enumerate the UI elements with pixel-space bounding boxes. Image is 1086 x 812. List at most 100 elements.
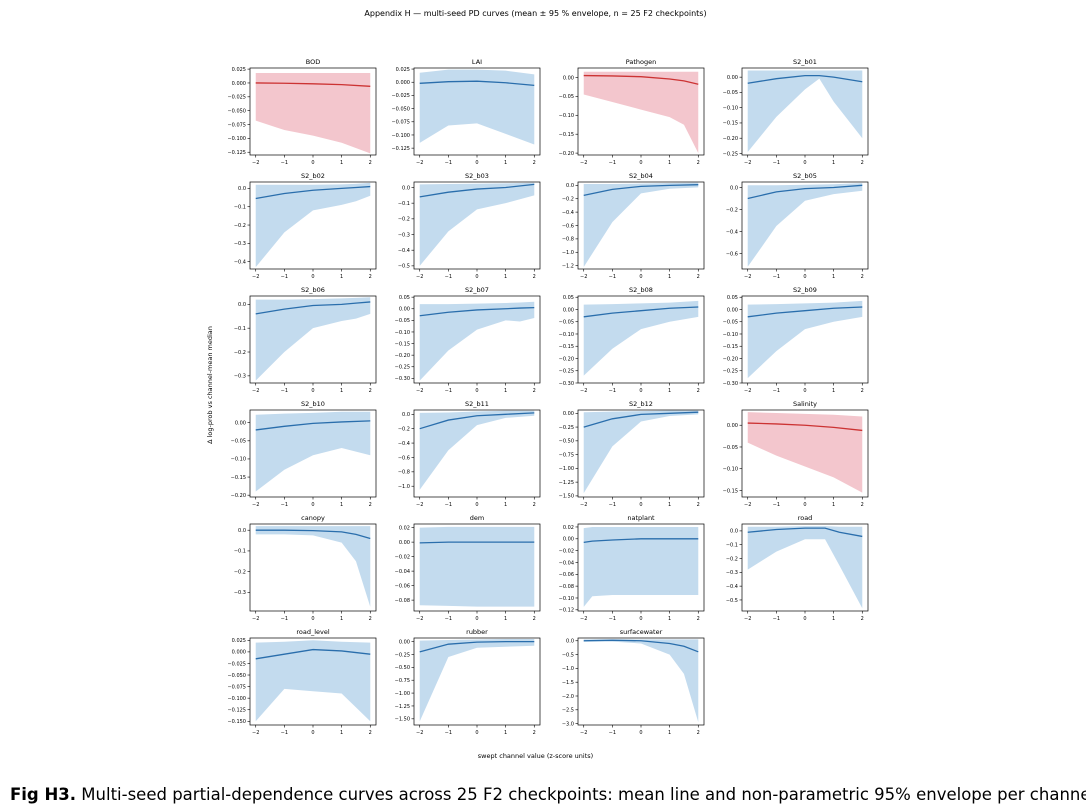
y-tick-label-BOD: −0.100 xyxy=(227,136,246,142)
y-tick-label-surfacewater: −2.0 xyxy=(562,694,574,700)
y-tick-label-LAI: −0.050 xyxy=(391,106,410,112)
y-tick-label-S2_b04: −0.2 xyxy=(562,197,574,203)
y-tick-label-S2_b03: −0.4 xyxy=(398,248,410,254)
x-tick-label-S2_b08: 0 xyxy=(639,388,642,394)
y-tick-label-S2_b12: −0.25 xyxy=(559,425,574,431)
y-tick-label-surfacewater: −3.0 xyxy=(562,721,574,727)
subplot-dem: dem −2 −1 0 1 2 0.02 0.00 −0.02 −0.04 −0.06 −0.08 xyxy=(395,514,541,622)
x-tick-label-S2_b05: 0 xyxy=(803,274,806,280)
y-tick-label-surfacewater: 0.0 xyxy=(566,639,574,645)
subplot-title-S2_b06: S2_b06 xyxy=(301,286,325,294)
y-tick-label-S2_b11: −0.6 xyxy=(398,455,410,461)
y-tick-label-canopy: 0.0 xyxy=(238,528,246,534)
y-tick-label-S2_b04: −0.4 xyxy=(562,210,574,216)
y-tick-label-S2_b12: −0.75 xyxy=(559,452,574,458)
y-tick-label-S2_b10: −0.15 xyxy=(231,475,246,481)
mean-line-road xyxy=(747,527,863,538)
x-tick-label-dem: 2 xyxy=(533,616,536,622)
y-tick-label-rubber: −0.75 xyxy=(395,678,410,684)
x-tick-label-S2_b11: −1 xyxy=(445,502,452,508)
y-tick-label-S2_b01: −0.20 xyxy=(723,136,738,142)
y-tick-label-rubber: −1.50 xyxy=(395,717,410,723)
mean-line-S2_b10 xyxy=(255,420,371,431)
subplot-S2_b12: S2_b12 −2 −1 0 1 2 0.00 −0.25 −0.50 −0.75 −1.00 −1.… xyxy=(559,400,705,508)
x-tick-label-S2_b03: −1 xyxy=(445,274,452,280)
envelope-rubber xyxy=(419,639,535,722)
y-tick-label-S2_b09: 0.00 xyxy=(727,307,738,313)
x-tick-label-rubber: 1 xyxy=(504,730,507,736)
x-tick-label-S2_b10: −2 xyxy=(252,502,259,508)
y-tick-label-S2_b05: −0.6 xyxy=(726,251,738,257)
y-tick-label-S2_b07: −0.15 xyxy=(395,341,410,347)
x-tick-label-S2_b06: 0 xyxy=(311,388,314,394)
caption-text: Multi-seed partial-dependence curves acr… xyxy=(76,785,1086,804)
y-tick-label-S2_b07: −0.25 xyxy=(395,365,410,371)
y-tick-label-S2_b11: −0.8 xyxy=(398,470,410,476)
x-tick-label-Pathogen: 0 xyxy=(639,160,642,166)
y-tick-label-S2_b10: −0.10 xyxy=(231,457,246,463)
x-tick-label-LAI: −2 xyxy=(416,160,423,166)
subplot-title-LAI: LAI xyxy=(472,58,482,66)
subplot-S2_b03: S2_b03 −2 −1 0 1 2 0.0 −0.1 −0.2 −0.3 −0.4 −0.5 xyxy=(398,172,541,280)
y-tick-label-S2_b02: −0.3 xyxy=(234,241,246,247)
y-tick-label-LAI: −0.100 xyxy=(391,133,410,139)
subplot-title-rubber: rubber xyxy=(466,628,488,636)
subplot-title-surfacewater: surfacewater xyxy=(620,628,663,636)
subplot-title-road: road xyxy=(798,514,813,522)
x-tick-label-S2_b10: 1 xyxy=(340,502,343,508)
x-tick-label-S2_b07: −1 xyxy=(445,388,452,394)
caption-label: Fig H3. xyxy=(10,785,77,804)
subplot-title-S2_b07: S2_b07 xyxy=(465,286,489,294)
mean-line-Pathogen xyxy=(583,74,699,85)
x-tick-label-BOD: 0 xyxy=(311,160,314,166)
y-tick-label-LAI: −0.125 xyxy=(391,146,410,152)
x-tick-label-natplant: −1 xyxy=(609,616,616,622)
envelope-S2_b10 xyxy=(255,411,371,492)
y-tick-label-S2_b12: −1.50 xyxy=(559,494,574,500)
x-tick-label-S2_b10: 2 xyxy=(369,502,372,508)
y-tick-label-S2_b08: −0.30 xyxy=(559,381,574,387)
y-tick-label-S2_b01: −0.10 xyxy=(723,105,738,111)
envelope-S2_b07 xyxy=(419,301,535,381)
x-tick-label-road_level: −2 xyxy=(252,730,259,736)
x-tick-label-rubber: 0 xyxy=(475,730,478,736)
x-tick-label-natplant: 1 xyxy=(668,616,671,622)
y-tick-label-surfacewater: −0.5 xyxy=(562,652,574,658)
y-tick-label-S2_b08: −0.10 xyxy=(559,332,574,338)
y-tick-label-S2_b09: −0.25 xyxy=(723,369,738,375)
x-tick-label-S2_b12: 2 xyxy=(697,502,700,508)
envelope-LAI xyxy=(419,69,535,145)
x-tick-label-S2_b05: 2 xyxy=(861,274,864,280)
x-tick-label-S2_b01: 0 xyxy=(803,160,806,166)
y-tick-label-road: −0.1 xyxy=(726,543,738,549)
y-tick-label-BOD: −0.025 xyxy=(227,95,246,101)
y-tick-label-S2_b05: −0.2 xyxy=(726,207,738,213)
x-tick-label-LAI: 2 xyxy=(533,160,536,166)
subplot-title-Salinity: Salinity xyxy=(793,400,817,408)
y-tick-label-S2_b10: 0.00 xyxy=(235,420,246,426)
y-tick-label-S2_b12: −1.25 xyxy=(559,480,574,486)
y-tick-label-road: −0.4 xyxy=(726,584,738,590)
x-tick-label-S2_b07: 0 xyxy=(475,388,478,394)
x-tick-label-road_level: 2 xyxy=(369,730,372,736)
x-tick-label-natplant: 2 xyxy=(697,616,700,622)
y-tick-label-S2_b06: −0.1 xyxy=(234,326,246,332)
y-tick-label-Pathogen: −0.15 xyxy=(559,132,574,138)
x-tick-label-S2_b06: −1 xyxy=(281,388,288,394)
x-tick-label-S2_b08: −1 xyxy=(609,388,616,394)
subplot-title-S2_b09: S2_b09 xyxy=(793,286,817,294)
x-tick-label-rubber: −2 xyxy=(416,730,423,736)
y-tick-label-rubber: 0.00 xyxy=(399,639,410,645)
y-tick-label-Salinity: 0.00 xyxy=(727,423,738,429)
y-tick-label-S2_b02: −0.1 xyxy=(234,205,246,211)
y-tick-label-LAI: 0.000 xyxy=(396,80,410,86)
y-tick-label-S2_b04: 0.0 xyxy=(566,183,574,189)
y-tick-label-Pathogen: −0.10 xyxy=(559,113,574,119)
y-tick-label-Pathogen: −0.20 xyxy=(559,151,574,157)
subplot-surfacewater: surfacewater −2 −1 0 1 2 0.0 −0.5 −1.0 −1.5 −2.0 −2… xyxy=(562,628,705,736)
y-tick-label-S2_b08: −0.05 xyxy=(559,320,574,326)
y-tick-label-S2_b06: −0.3 xyxy=(234,374,246,380)
y-tick-label-S2_b03: −0.3 xyxy=(398,232,410,238)
x-tick-label-S2_b08: 1 xyxy=(668,388,671,394)
